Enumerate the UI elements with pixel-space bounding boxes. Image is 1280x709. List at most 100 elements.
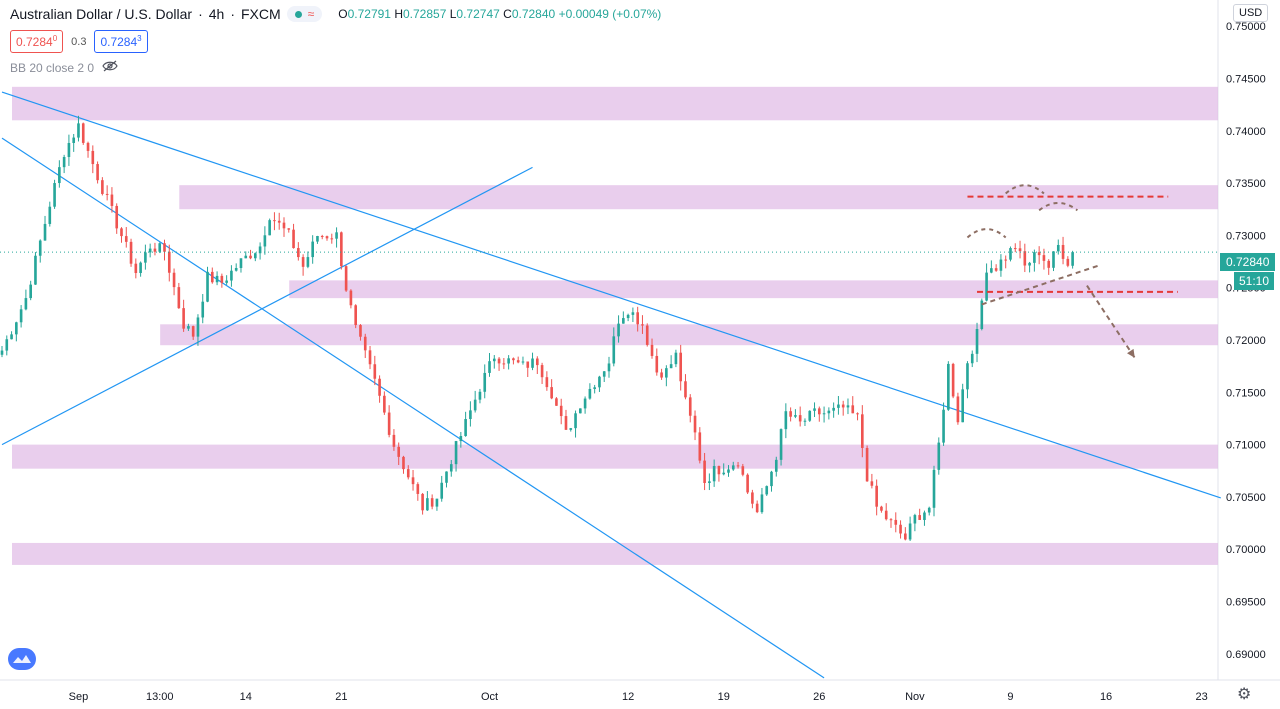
ohlc-open-label: O: [338, 7, 348, 21]
candle: [187, 323, 190, 331]
candle-body: [282, 222, 286, 229]
projection-arrow: [1086, 285, 1136, 359]
candle-body: [755, 503, 759, 513]
candle-body: [947, 363, 950, 410]
price-tick-label: 0.74500: [1226, 73, 1266, 85]
ohlc-close-label: C: [503, 7, 512, 21]
candle: [435, 498, 439, 511]
candle-body: [249, 255, 252, 259]
candle: [521, 356, 525, 365]
candle-body: [626, 314, 630, 319]
candle: [760, 487, 764, 514]
bar-countdown: 51:10: [1234, 272, 1275, 290]
currency-button[interactable]: USD: [1233, 4, 1269, 22]
candle-body: [999, 259, 1003, 271]
candle: [387, 405, 391, 438]
time-tick-label: 26: [813, 691, 825, 703]
interval-label[interactable]: 4h: [208, 6, 225, 22]
candle: [774, 456, 778, 477]
candle-body: [598, 376, 601, 388]
candle: [880, 505, 883, 513]
candle-body: [58, 167, 61, 184]
candle: [861, 405, 864, 458]
price-tick-label: 0.71500: [1226, 387, 1266, 399]
candle: [1028, 261, 1031, 273]
candle-body: [1071, 252, 1074, 266]
candle: [344, 265, 348, 292]
tradingview-logo-icon[interactable]: [8, 648, 36, 670]
candle: [822, 406, 826, 423]
candle: [411, 469, 415, 491]
candle-body: [469, 410, 472, 420]
candle: [622, 311, 625, 324]
candle-body: [698, 432, 702, 461]
candle: [827, 407, 831, 420]
time-tick-label: 13:00: [146, 691, 174, 703]
buy-button[interactable]: 0.72843: [94, 30, 148, 53]
time-axis[interactable]: Sep 13:00 14 21 Oct 12 19 26 Nov 9 16 23: [69, 691, 1208, 703]
candle: [851, 396, 855, 414]
candle-body: [932, 469, 936, 508]
candle: [86, 141, 90, 158]
candle-body: [1009, 248, 1012, 260]
candle-body: [1028, 262, 1031, 266]
candle: [688, 394, 692, 423]
candle: [297, 242, 300, 261]
candle-body: [751, 492, 754, 504]
candle-body: [421, 493, 424, 511]
candle-body: [445, 471, 448, 483]
indicator-legend[interactable]: BB 20 close 2 0: [10, 60, 118, 75]
trendline: [1, 91, 1221, 499]
neckline: [981, 263, 1102, 306]
candle-body: [67, 142, 71, 158]
candle: [115, 203, 119, 234]
symbol-name[interactable]: Australian Dollar / U.S. Dollar: [10, 6, 193, 22]
candle: [148, 243, 152, 258]
candle-body: [287, 228, 291, 230]
candle-body: [397, 446, 401, 457]
candle: [292, 223, 295, 249]
candle: [363, 333, 367, 359]
sell-price: 0.7284: [16, 35, 53, 49]
candle: [512, 357, 515, 365]
price-axis[interactable]: 0.750000.745000.740000.735000.730000.725…: [1226, 21, 1266, 661]
candle: [703, 452, 706, 491]
candle-body: [913, 515, 917, 524]
candle: [540, 362, 544, 384]
gear-icon[interactable]: ⚙: [1237, 686, 1252, 703]
candle-body: [220, 275, 224, 283]
candle-body: [502, 363, 506, 365]
candle: [249, 249, 252, 260]
buy-price: 0.7284: [100, 35, 138, 49]
zone-rect: [289, 280, 1218, 299]
candle-body: [297, 248, 300, 258]
candle-body: [650, 344, 654, 356]
candle-body: [1013, 248, 1017, 250]
candle-body: [411, 477, 415, 485]
candle-body: [1018, 248, 1022, 252]
eye-off-icon[interactable]: [102, 60, 118, 75]
candle-body: [918, 515, 921, 520]
trendlines: [1, 91, 1221, 679]
candle-body: [712, 465, 716, 482]
candle-body: [894, 519, 898, 525]
market-status-pill[interactable]: ≈: [286, 6, 323, 22]
source-label: FXCM: [240, 6, 281, 22]
candle-body: [794, 415, 797, 417]
candle-body: [81, 123, 85, 143]
candle-body: [521, 361, 525, 363]
candle: [320, 234, 324, 240]
candle: [230, 265, 233, 287]
candle-body: [473, 399, 477, 411]
candle-body: [512, 358, 515, 361]
candle-body: [875, 485, 878, 507]
candle-body: [0, 350, 4, 355]
candle-body: [674, 352, 678, 365]
sell-button[interactable]: 0.72840: [10, 30, 64, 53]
candle: [708, 473, 711, 491]
candle: [38, 239, 42, 263]
candle-body: [703, 460, 706, 483]
candle-body: [899, 524, 902, 534]
candle: [488, 353, 491, 377]
